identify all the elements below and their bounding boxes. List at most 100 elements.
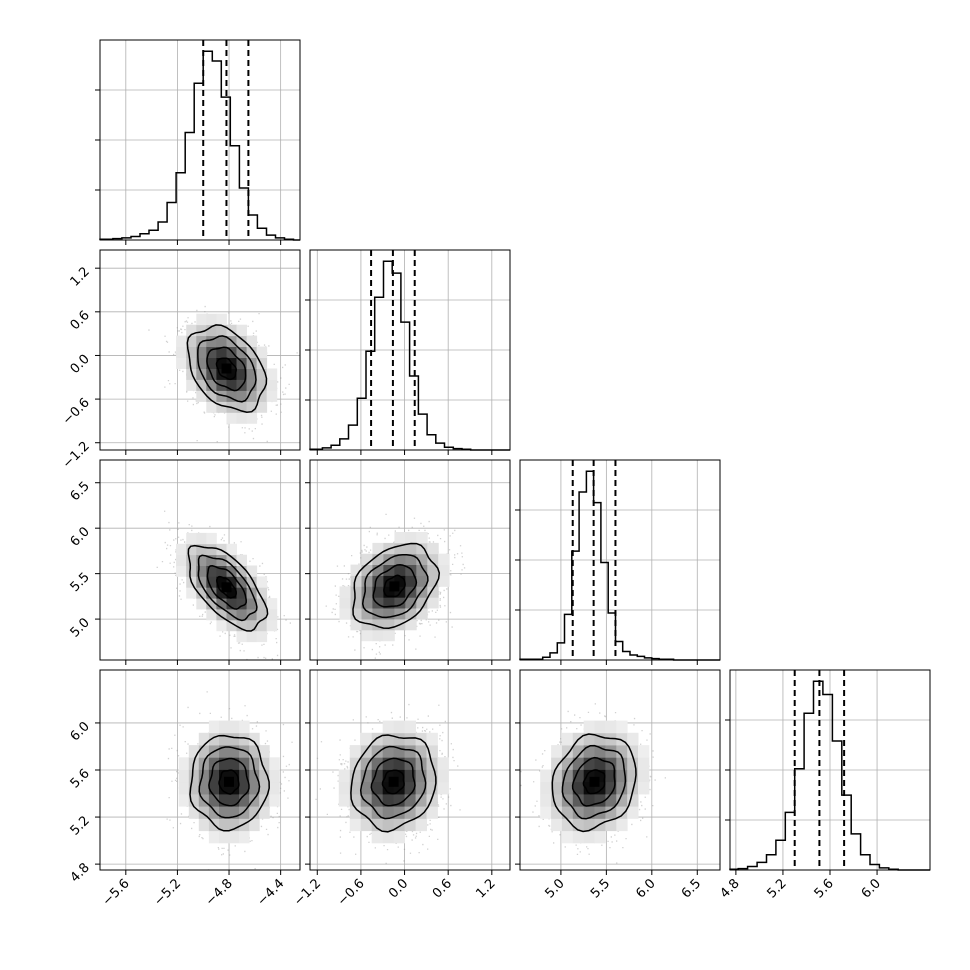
y-tick-label: 6.5 [68,479,93,504]
density-cell [404,720,416,734]
x-tick-label: −0.6 [335,876,368,909]
density-cell [186,335,197,347]
contour-2sigma [187,544,269,632]
joint-panel-2-3 [305,459,511,665]
density-cell [405,597,417,609]
density-cell [206,390,217,402]
density-cell [394,575,406,587]
density-cell [216,587,227,599]
density-cell [350,564,362,576]
density-cell [437,757,449,770]
density-cell [219,769,230,783]
marginal-panel-4 [725,669,931,875]
density-cell [572,794,585,807]
histogram-step [519,470,720,661]
density-cell [216,335,227,347]
density-cell [350,586,362,598]
density-cell [540,769,552,783]
density-cell [426,745,438,758]
density-cell [360,818,373,832]
density-cell [349,769,362,783]
density-cell [186,346,197,358]
density-cell [188,745,200,758]
density-cell [360,757,373,770]
density-cell [361,619,373,631]
density-cell [259,745,270,758]
density-cell [239,732,250,746]
density-cell [382,830,395,844]
density-cell [382,818,395,832]
x-tick-label: −5.6 [100,876,133,909]
density-cell [583,769,595,783]
density-cell [246,368,258,380]
panel-frame [519,459,721,661]
density-cell [259,757,270,770]
density-cell [236,576,247,588]
density-cell [216,357,227,369]
density-cell [206,335,217,347]
panel-frame [309,249,511,451]
density-cell [196,390,207,402]
density-cell [572,769,585,783]
density-cell [196,313,207,326]
density-cell [382,757,395,770]
density-cell [266,368,278,380]
density-cell [383,608,395,620]
density-cell [605,745,617,758]
density-cell [216,565,227,577]
density-cell [372,586,384,598]
x-tick-label: 5.2 [764,876,789,901]
density-cell [176,335,187,347]
density-cell [540,794,552,807]
density-cell [349,745,362,758]
density-cell [196,357,207,369]
density-cell [404,732,416,746]
density-cell [416,597,428,609]
density-cell [176,346,187,358]
density-cell [269,794,280,807]
histogram-step [729,680,930,871]
density-cell [229,830,240,844]
density-cell [350,597,362,609]
density-cell [360,781,373,795]
density-cell [372,619,384,631]
density-cell [638,757,650,770]
density-cell [416,553,428,565]
panel-content [100,250,300,450]
contour-0.5sigma [383,574,406,598]
density-cell [256,346,268,358]
density-cell [246,346,258,358]
density-cell [360,806,373,819]
density-cell [616,806,628,819]
x-tick-label: 1.2 [473,876,498,901]
density-cell [360,769,373,783]
contour-1sigma [372,563,418,608]
density-cell [405,542,417,555]
panel-content [100,460,300,660]
density-cell [382,732,395,746]
density-cell [572,806,585,819]
density-cell [393,720,405,734]
marginal-panel-3 [515,459,721,665]
joint-panel-1-4 [95,669,301,875]
density-cell [196,587,207,599]
density-cell [206,379,217,391]
y-tick-label: 1.2 [68,264,93,289]
density-cell [361,564,373,576]
density-cell [404,806,416,819]
density-cell [266,390,278,402]
density-cell [437,769,449,783]
density-cell [249,818,260,832]
density-cell [186,324,197,337]
density-cell [404,781,416,795]
density-cell [246,576,258,588]
density-cell [269,781,280,795]
density-cell [438,564,450,576]
density-cell [256,598,268,610]
density-cell [198,781,210,795]
density-cell [219,818,230,832]
density-cell [372,553,384,565]
density-cell [196,324,207,337]
contour-1.5sigma [198,746,261,819]
density-cell [239,830,250,844]
